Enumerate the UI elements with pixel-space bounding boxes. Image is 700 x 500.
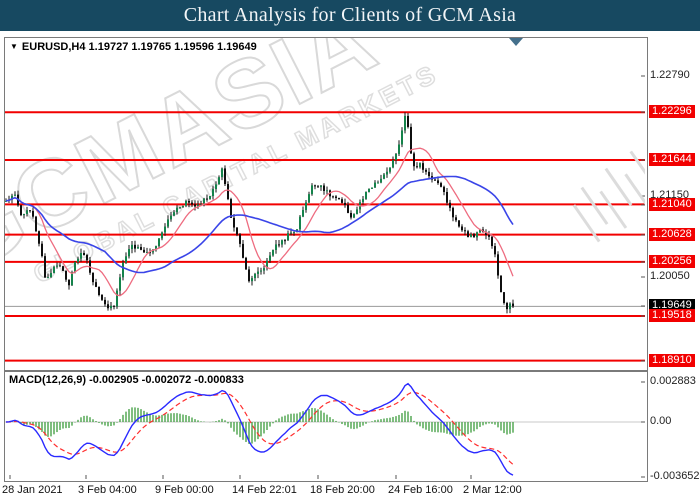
- time-axis-label: 24 Feb 16:00: [388, 484, 453, 496]
- level-price-badge: 1.20256: [649, 255, 695, 268]
- level-price-badge: 1.22296: [649, 105, 695, 118]
- chevron-down-icon[interactable]: ▼: [10, 42, 18, 51]
- level-price-badge: 1.21644: [649, 153, 695, 166]
- time-axis-label: 28 Jan 2021: [2, 484, 63, 496]
- time-scale[interactable]: 28 Jan 2021 3 Feb 04:00 9 Feb 00:00 14 Feb …: [0, 484, 700, 500]
- price-axis-tick: 1.20050: [650, 270, 690, 282]
- level-price-badge: 1.20628: [649, 228, 695, 241]
- level-price-badge: 1.18910: [649, 354, 695, 367]
- price-axis-tick: 1.22790: [650, 69, 690, 81]
- chart-shift-marker-icon[interactable]: [509, 38, 523, 46]
- time-axis-label: 14 Feb 22:01: [232, 484, 297, 496]
- panel-separator[interactable]: [4, 370, 648, 372]
- price-scale[interactable]: 1.22790 1.22296 1.21644 1.21150 1.21040 1.206…: [648, 0, 700, 500]
- price-axis-tick: 0.00: [650, 415, 672, 427]
- symbol-quote-text: EURUSD,H4 1.19727 1.19765 1.19596 1.1964…: [21, 41, 257, 53]
- symbol-header: ▼ EURUSD,H4 1.19727 1.19765 1.19596 1.196…: [10, 41, 257, 53]
- time-axis-label: 18 Feb 20:00: [310, 484, 375, 496]
- time-axis-label: 9 Feb 00:00: [155, 484, 214, 496]
- chart-plot[interactable]: [5, 38, 645, 479]
- time-axis-label: 3 Feb 04:00: [78, 484, 137, 496]
- title-bar: Chart Analysis for Clients of GCM Asia: [0, 0, 700, 31]
- level-price-badge: 1.19518: [649, 309, 695, 322]
- price-axis-tick: -0.003652: [650, 470, 700, 482]
- current-price-badge: 1.19649: [649, 299, 695, 312]
- macd-header: MACD(12,26,9) -0.002905 -0.002072 -0.000…: [9, 374, 244, 386]
- price-axis-tick: 0.002883: [650, 375, 696, 387]
- title-text: Chart Analysis for Clients of GCM Asia: [183, 4, 517, 26]
- time-axis-label: 2 Mar 12:00: [463, 484, 522, 496]
- level-price-badge: 1.21040: [649, 198, 695, 211]
